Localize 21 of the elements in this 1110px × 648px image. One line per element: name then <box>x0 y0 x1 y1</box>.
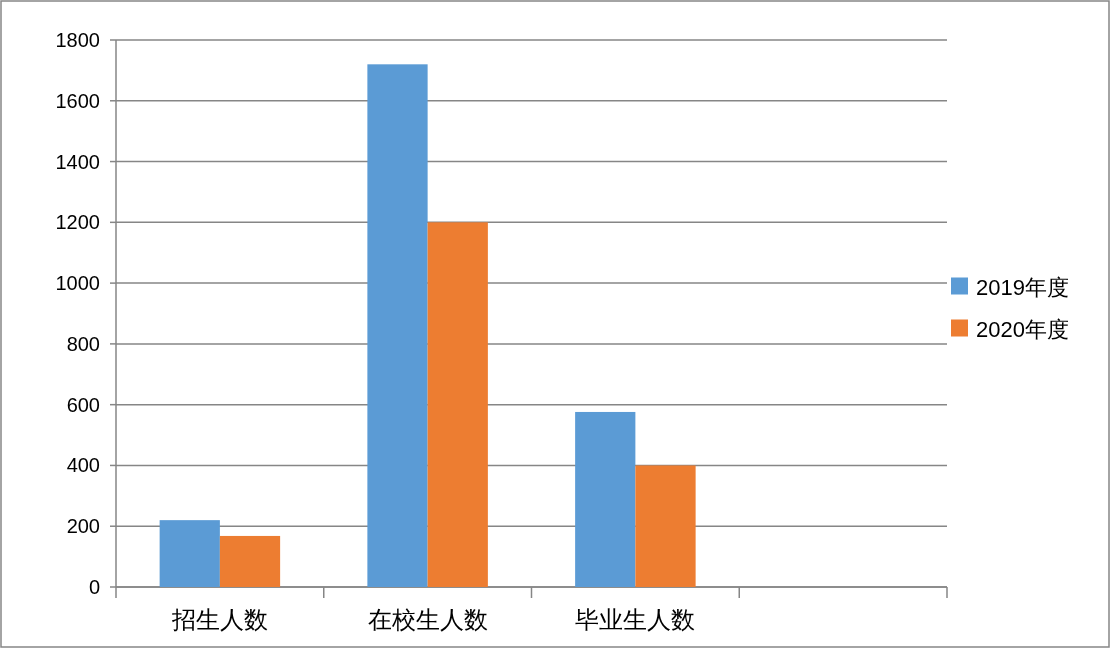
bar <box>219 535 281 587</box>
x-tick-label: 招生人数 <box>170 606 268 633</box>
bar <box>635 465 696 587</box>
y-tick-label: 800 <box>66 332 100 355</box>
y-tick-label: 1800 <box>55 29 100 51</box>
bar <box>427 222 488 587</box>
legend-label: 2020年度 <box>976 316 1069 342</box>
bar <box>159 520 220 587</box>
y-tick-label: 0 <box>88 576 100 598</box>
x-tick-label: 毕业生人数 <box>575 606 696 633</box>
y-tick-label: 600 <box>66 393 100 416</box>
x-tick-label: 在校生人数 <box>367 606 488 633</box>
y-tick-label: 1600 <box>55 89 100 112</box>
bar <box>367 64 428 587</box>
y-tick-label: 1400 <box>55 150 100 173</box>
y-tick-label: 1000 <box>55 272 100 295</box>
y-tick-label: 1200 <box>55 211 100 234</box>
y-tick-label: 400 <box>66 454 100 477</box>
y-tick-label: 200 <box>66 515 100 538</box>
bar <box>575 411 636 587</box>
legend-label: 2019年度 <box>976 274 1069 300</box>
